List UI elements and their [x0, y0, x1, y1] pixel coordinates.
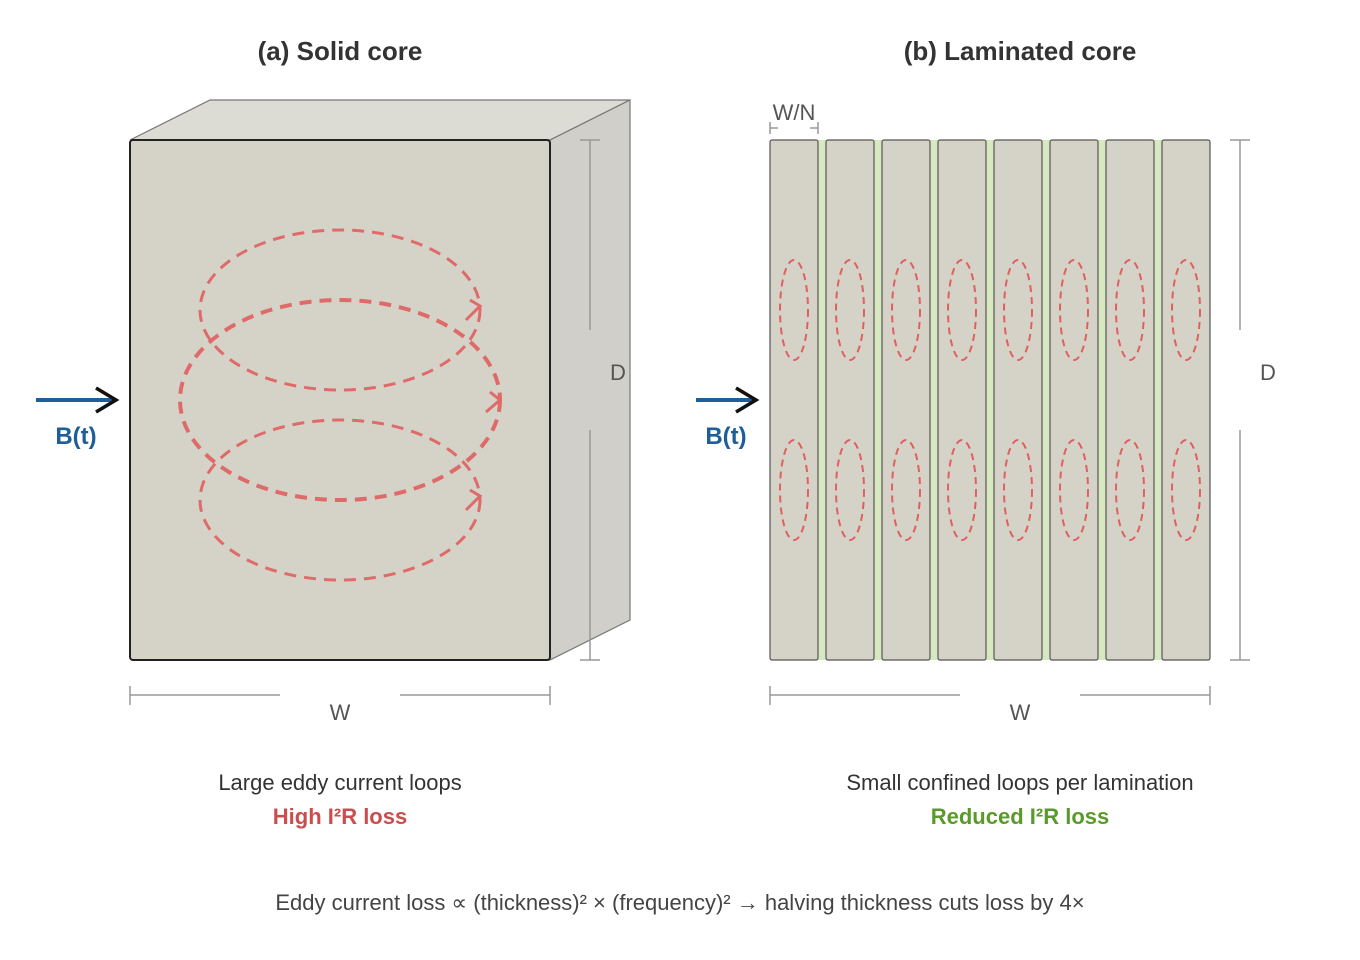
panel-a-title: (a) Solid core	[258, 36, 423, 66]
field-arrow-b	[696, 386, 760, 414]
small-eddy-loop	[891, 439, 921, 541]
width-dimension-a	[129, 686, 551, 705]
depth-label-a: D	[610, 360, 626, 385]
lamination-strip	[825, 139, 875, 661]
small-eddy-loop	[1171, 439, 1201, 541]
core-top-face	[129, 99, 631, 141]
small-eddy-loop	[779, 439, 809, 541]
small-eddy-loop	[1115, 439, 1145, 541]
footer-formula: Eddy current loss ∝ (thickness)² × (freq…	[275, 890, 1084, 915]
small-eddy-loop	[1003, 259, 1033, 361]
panel-b-title: (b) Laminated core	[904, 36, 1137, 66]
small-eddy-loop	[891, 259, 921, 361]
eddy-loop	[198, 228, 482, 392]
depth-dimension-b	[1230, 139, 1250, 661]
small-eddy-loop	[1059, 439, 1089, 541]
field-arrow-a	[36, 386, 120, 414]
width-dimension-b	[769, 686, 1211, 705]
caption-a: Large eddy current loops	[218, 770, 461, 795]
loop-arrow-icon	[464, 488, 483, 512]
lamination-strip	[1049, 139, 1099, 661]
lamination-strip	[881, 139, 931, 661]
lamination-thickness-label: W/N	[773, 100, 816, 125]
small-eddy-loop	[1115, 259, 1145, 361]
small-eddy-loop	[947, 259, 977, 361]
loop-arrow-icon	[464, 298, 483, 322]
lamination-thickness-dimension	[769, 122, 819, 134]
result-b: Reduced I²R loss	[931, 804, 1109, 829]
field-label-a: B(t)	[55, 423, 96, 450]
caption-b: Small confined loops per lamination	[846, 770, 1193, 795]
result-a: High I²R loss	[273, 804, 407, 829]
large-eddy-loops	[178, 228, 503, 582]
depth-label-b: D	[1260, 360, 1276, 385]
small-eddy-loop	[779, 259, 809, 361]
solid-core-block	[129, 99, 631, 661]
small-eddy-loop	[947, 439, 977, 541]
depth-dimension-a	[580, 139, 600, 661]
width-label-b: W	[1010, 700, 1031, 725]
lamination-strip	[1161, 139, 1211, 661]
small-eddy-loop	[1003, 439, 1033, 541]
small-eddy-loop	[1059, 259, 1089, 361]
field-label-b: B(t)	[705, 423, 746, 450]
lamination-strip	[769, 139, 819, 661]
lamination-strip	[937, 139, 987, 661]
core-front-face	[129, 139, 551, 661]
small-eddy-loop	[835, 439, 865, 541]
lamination-strip	[993, 139, 1043, 661]
loop-arrow-icon	[485, 390, 503, 414]
width-label-a: W	[330, 700, 351, 725]
lamination-strip	[1105, 139, 1155, 661]
small-eddy-loop	[835, 259, 865, 361]
laminations	[769, 139, 1211, 661]
small-eddy-loop	[1171, 259, 1201, 361]
eddy-loop	[198, 418, 482, 582]
